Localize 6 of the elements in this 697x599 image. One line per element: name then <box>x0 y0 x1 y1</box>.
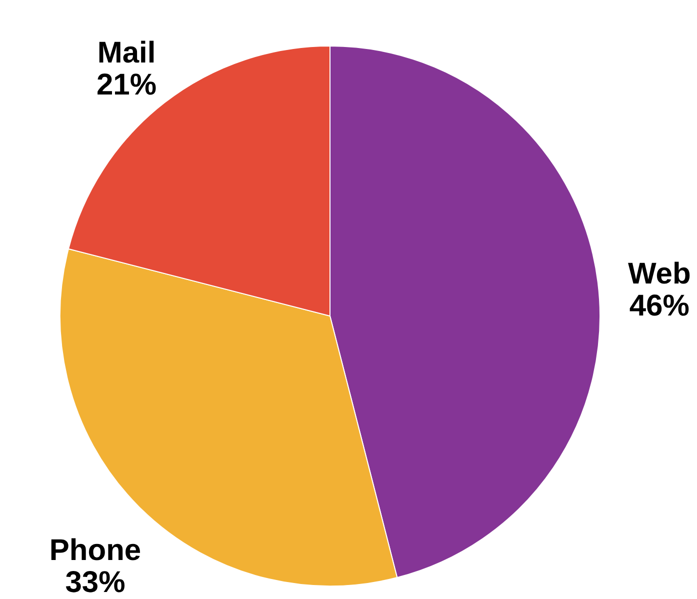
data-label: 21% <box>96 68 157 102</box>
slice-label: Web <box>628 257 691 290</box>
data-label: 33% <box>65 566 126 599</box>
data-label: 46% <box>629 289 690 322</box>
slice-label: Mail <box>97 36 156 70</box>
slice-label: Phone <box>49 534 142 567</box>
